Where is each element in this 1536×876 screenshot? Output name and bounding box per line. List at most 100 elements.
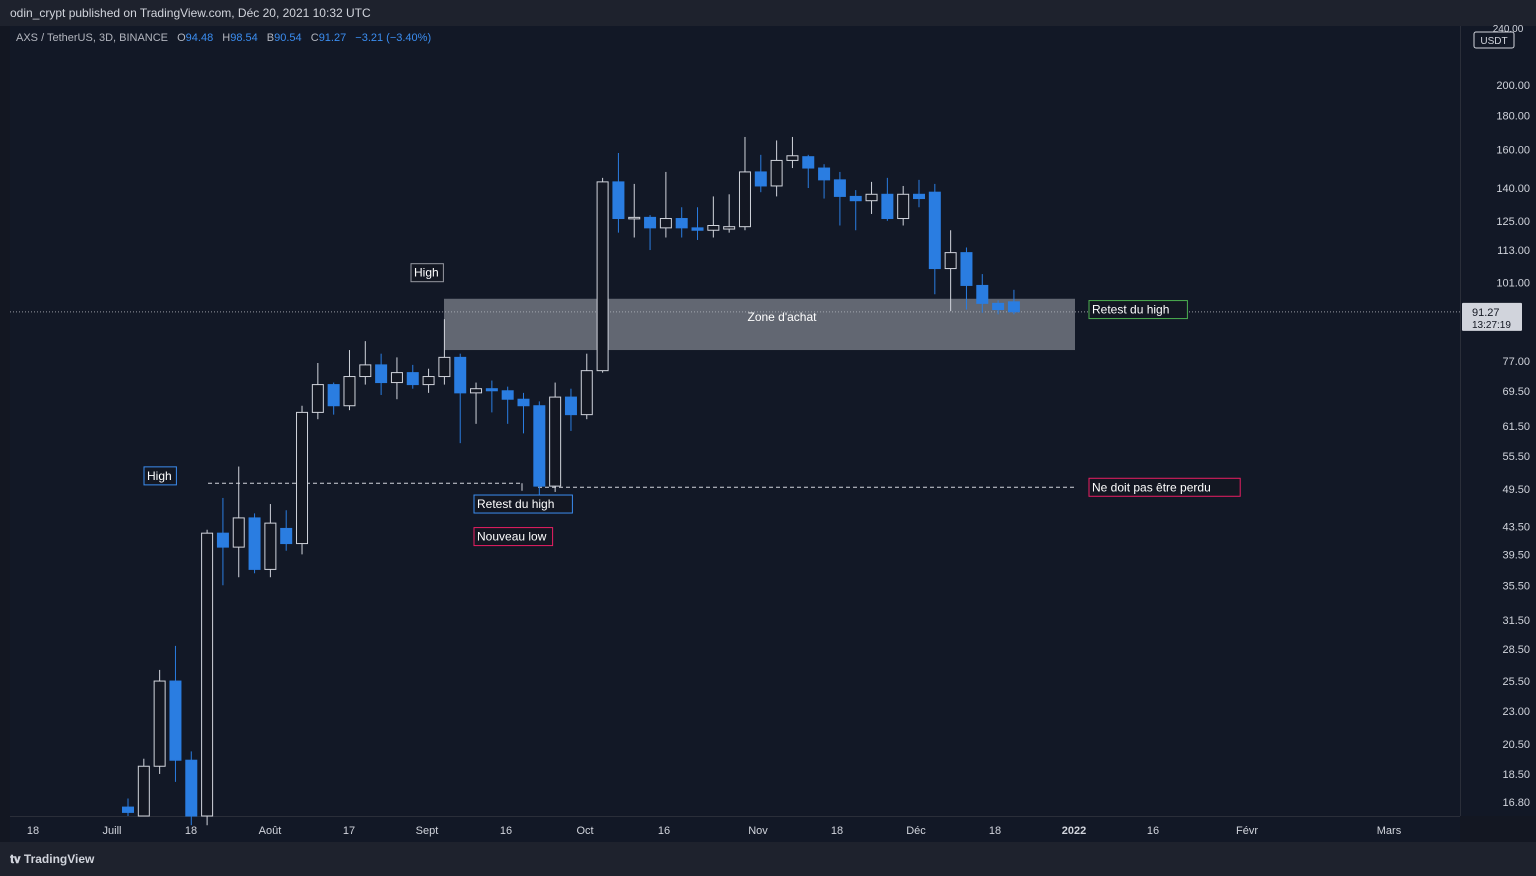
price-tick-label: 49.50 — [1502, 484, 1530, 496]
candle-body[interactable] — [470, 388, 483, 394]
price-axis[interactable] — [1460, 26, 1536, 816]
high-label-mid: High — [414, 266, 439, 280]
buy-zone-rect[interactable] — [444, 298, 1075, 351]
candle-body[interactable] — [754, 171, 767, 187]
candle-body[interactable] — [818, 167, 831, 181]
candle-body[interactable] — [359, 364, 372, 378]
price-tick-label: 101.00 — [1496, 278, 1530, 290]
candle-body[interactable] — [438, 356, 451, 378]
symbol-legend: AXS / TetherUS, 3D, BINANCE O94.48 H98.5… — [16, 32, 431, 44]
candle-body[interactable] — [549, 396, 562, 487]
time-tick-label: 18 — [185, 825, 197, 837]
price-tick-label: 55.50 — [1502, 451, 1530, 463]
candle-body[interactable] — [628, 216, 641, 220]
candle-body[interactable] — [659, 218, 672, 229]
candle-body[interactable] — [390, 372, 403, 384]
candle-body[interactable] — [137, 765, 150, 817]
candle-body[interactable] — [928, 191, 941, 270]
time-tick-label: 18 — [989, 825, 1001, 837]
candle-body[interactable] — [644, 216, 657, 229]
current-price-box — [1462, 302, 1522, 331]
must-hold-label-box — [1088, 477, 1241, 497]
price-tick-label: 69.50 — [1502, 386, 1530, 398]
candle-body[interactable] — [786, 155, 799, 161]
candle-body[interactable] — [992, 302, 1005, 311]
candle-body[interactable] — [327, 384, 340, 407]
candle-body[interactable] — [723, 226, 736, 230]
currency-badge[interactable] — [1473, 31, 1515, 49]
chart-area[interactable] — [10, 26, 1460, 816]
candle-body[interactable] — [264, 522, 277, 570]
candle-body[interactable] — [881, 193, 894, 220]
candle-body[interactable] — [232, 517, 245, 548]
candle-body[interactable] — [564, 396, 577, 416]
high-label-mid-box — [410, 263, 444, 283]
high-label-left: High — [147, 469, 172, 483]
candle-body[interactable] — [533, 405, 546, 487]
candle-body[interactable] — [897, 193, 910, 220]
candle-body[interactable] — [343, 376, 356, 407]
candle-body[interactable] — [865, 193, 878, 202]
buy-zone-label: Zone d'achat — [747, 310, 817, 324]
candle-body[interactable] — [802, 156, 815, 169]
candle-body[interactable] — [612, 181, 625, 220]
symbol-name: AXS / TetherUS, 3D, BINANCE — [16, 32, 169, 44]
countdown-value: 13:27:19 — [1472, 320, 1511, 331]
candle-body[interactable] — [122, 806, 134, 813]
candle-body[interactable] — [944, 252, 957, 270]
change-value: −3.21 (−3.40%) — [355, 32, 432, 44]
candle-body[interactable] — [216, 532, 229, 548]
time-tick-label: Août — [259, 825, 282, 837]
candle-body[interactable] — [153, 680, 166, 767]
candle-body[interactable] — [707, 224, 720, 231]
candle-body[interactable] — [169, 680, 182, 761]
new-low-label-box — [473, 527, 554, 547]
candle-body[interactable] — [517, 398, 530, 407]
candle-body[interactable] — [280, 527, 293, 545]
price-tick-label: 43.50 — [1502, 521, 1530, 533]
candle-body[interactable] — [201, 532, 214, 817]
candle-body[interactable] — [913, 193, 925, 200]
retest-high-label-right-box — [1088, 300, 1188, 320]
candle-body[interactable] — [1007, 301, 1020, 313]
current-price-value: 91.27 — [1472, 307, 1500, 319]
currency-label: USDT — [1480, 36, 1507, 47]
candle-body[interactable] — [976, 284, 989, 304]
time-axis[interactable] — [10, 816, 1460, 843]
candle-body[interactable] — [311, 384, 324, 413]
candle-body[interactable] — [833, 179, 846, 197]
candle-body[interactable] — [422, 376, 435, 386]
low-value: 90.54 — [274, 32, 302, 44]
candle-body[interactable] — [675, 218, 688, 229]
candle-body[interactable] — [691, 227, 704, 231]
price-tick-label: 28.50 — [1502, 644, 1530, 656]
candle-body[interactable] — [454, 356, 467, 394]
time-tick-label: 16 — [500, 825, 512, 837]
candle-body[interactable] — [596, 181, 609, 372]
candle-body[interactable] — [501, 390, 514, 400]
time-tick-label: Juill — [103, 825, 122, 837]
open-value: 94.48 — [185, 32, 214, 44]
candle-body[interactable] — [185, 759, 198, 817]
candle-body[interactable] — [770, 159, 783, 187]
tradingview-logo[interactable]: 𝐭𝐯 TradingView — [10, 852, 94, 867]
candle-body[interactable] — [375, 364, 388, 384]
candle-body[interactable] — [485, 388, 498, 392]
time-tick-label: Nov — [748, 825, 768, 837]
price-tick-label: 77.00 — [1502, 356, 1530, 368]
candle-body[interactable] — [296, 411, 309, 545]
time-tick-label: Déc — [906, 825, 926, 837]
price-tick-label: 180.00 — [1496, 110, 1530, 122]
candle-body[interactable] — [849, 195, 862, 202]
candle-body[interactable] — [738, 171, 751, 228]
candle-body[interactable] — [960, 252, 973, 286]
low-label: B — [266, 32, 275, 44]
price-top-label: 240.00 — [1493, 24, 1524, 35]
candle-body[interactable] — [580, 370, 593, 416]
price-tick-label: 200.00 — [1496, 80, 1530, 92]
candle-body[interactable] — [406, 372, 419, 386]
time-tick-label: Sept — [416, 825, 439, 837]
open-label: O — [177, 32, 186, 44]
candle-body[interactable] — [248, 517, 261, 570]
